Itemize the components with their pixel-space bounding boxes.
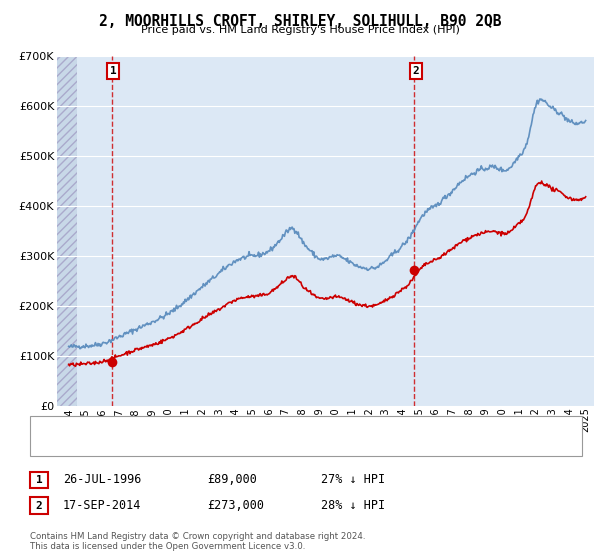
Bar [57,56,77,406]
Text: 2, MOORHILLS CROFT, SHIRLEY, SOLIHULL, B90 2QB: 2, MOORHILLS CROFT, SHIRLEY, SOLIHULL, B… [99,14,501,29]
Text: £273,000: £273,000 [207,499,264,512]
Text: 2: 2 [412,66,419,76]
Text: Price paid vs. HM Land Registry's House Price Index (HPI): Price paid vs. HM Land Registry's House … [140,25,460,35]
Text: 17-SEP-2014: 17-SEP-2014 [63,499,142,512]
Text: 1: 1 [110,66,116,76]
Text: 27% ↓ HPI: 27% ↓ HPI [321,473,385,487]
Text: Contains HM Land Registry data © Crown copyright and database right 2024.
This d: Contains HM Land Registry data © Crown c… [30,532,365,552]
Text: 1: 1 [35,475,43,485]
Text: HPI: Average price, detached house, Solihull: HPI: Average price, detached house, Soli… [80,441,355,451]
Text: 2, MOORHILLS CROFT, SHIRLEY, SOLIHULL, B90 2QB (detached house): 2, MOORHILLS CROFT, SHIRLEY, SOLIHULL, B… [80,422,473,432]
Text: 28% ↓ HPI: 28% ↓ HPI [321,499,385,512]
Text: 2: 2 [35,501,43,511]
Text: 26-JUL-1996: 26-JUL-1996 [63,473,142,487]
Text: £89,000: £89,000 [207,473,257,487]
